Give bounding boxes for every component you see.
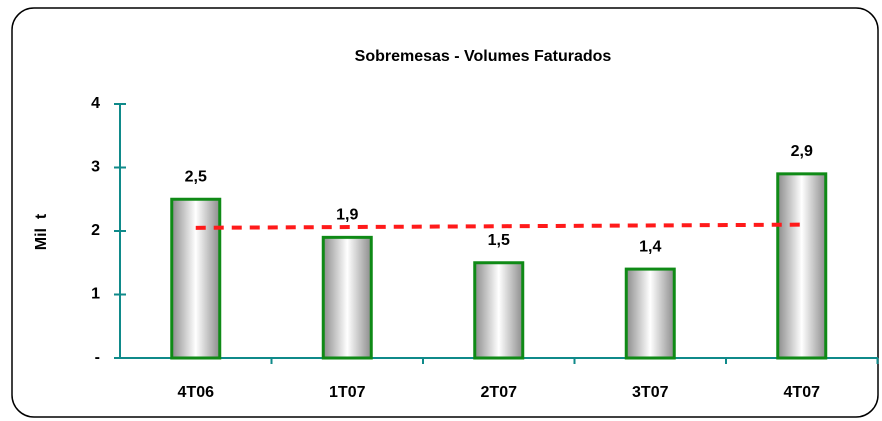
bar bbox=[321, 235, 373, 360]
bar bbox=[624, 267, 676, 360]
y-tick-label: - bbox=[95, 349, 100, 366]
y-tick-label: 4 bbox=[91, 95, 100, 112]
y-tick-label: 3 bbox=[91, 159, 100, 176]
x-tick-label: 3T07 bbox=[632, 384, 669, 401]
x-tick-label: 4T06 bbox=[178, 384, 215, 401]
y-axis-label: Mil t bbox=[33, 213, 50, 250]
x-tick-label: 4T07 bbox=[784, 384, 821, 401]
x-tick-label: 1T07 bbox=[329, 384, 366, 401]
value-label: 2,5 bbox=[185, 168, 207, 185]
bar bbox=[473, 261, 525, 360]
bar bbox=[776, 172, 828, 360]
x-tick-label: 2T07 bbox=[481, 384, 518, 401]
bar bbox=[170, 197, 222, 360]
value-label: 2,9 bbox=[791, 143, 813, 160]
y-tick-label: 1 bbox=[91, 286, 100, 303]
value-label: 1,9 bbox=[336, 207, 358, 224]
y-tick-label: 2 bbox=[91, 222, 100, 239]
value-label: 1,5 bbox=[488, 232, 510, 249]
trend-line bbox=[195, 222, 802, 230]
value-label: 1,4 bbox=[639, 238, 661, 255]
chart-title: Sobremesas - Volumes Faturados bbox=[355, 48, 612, 65]
chart-frame bbox=[11, 7, 879, 418]
